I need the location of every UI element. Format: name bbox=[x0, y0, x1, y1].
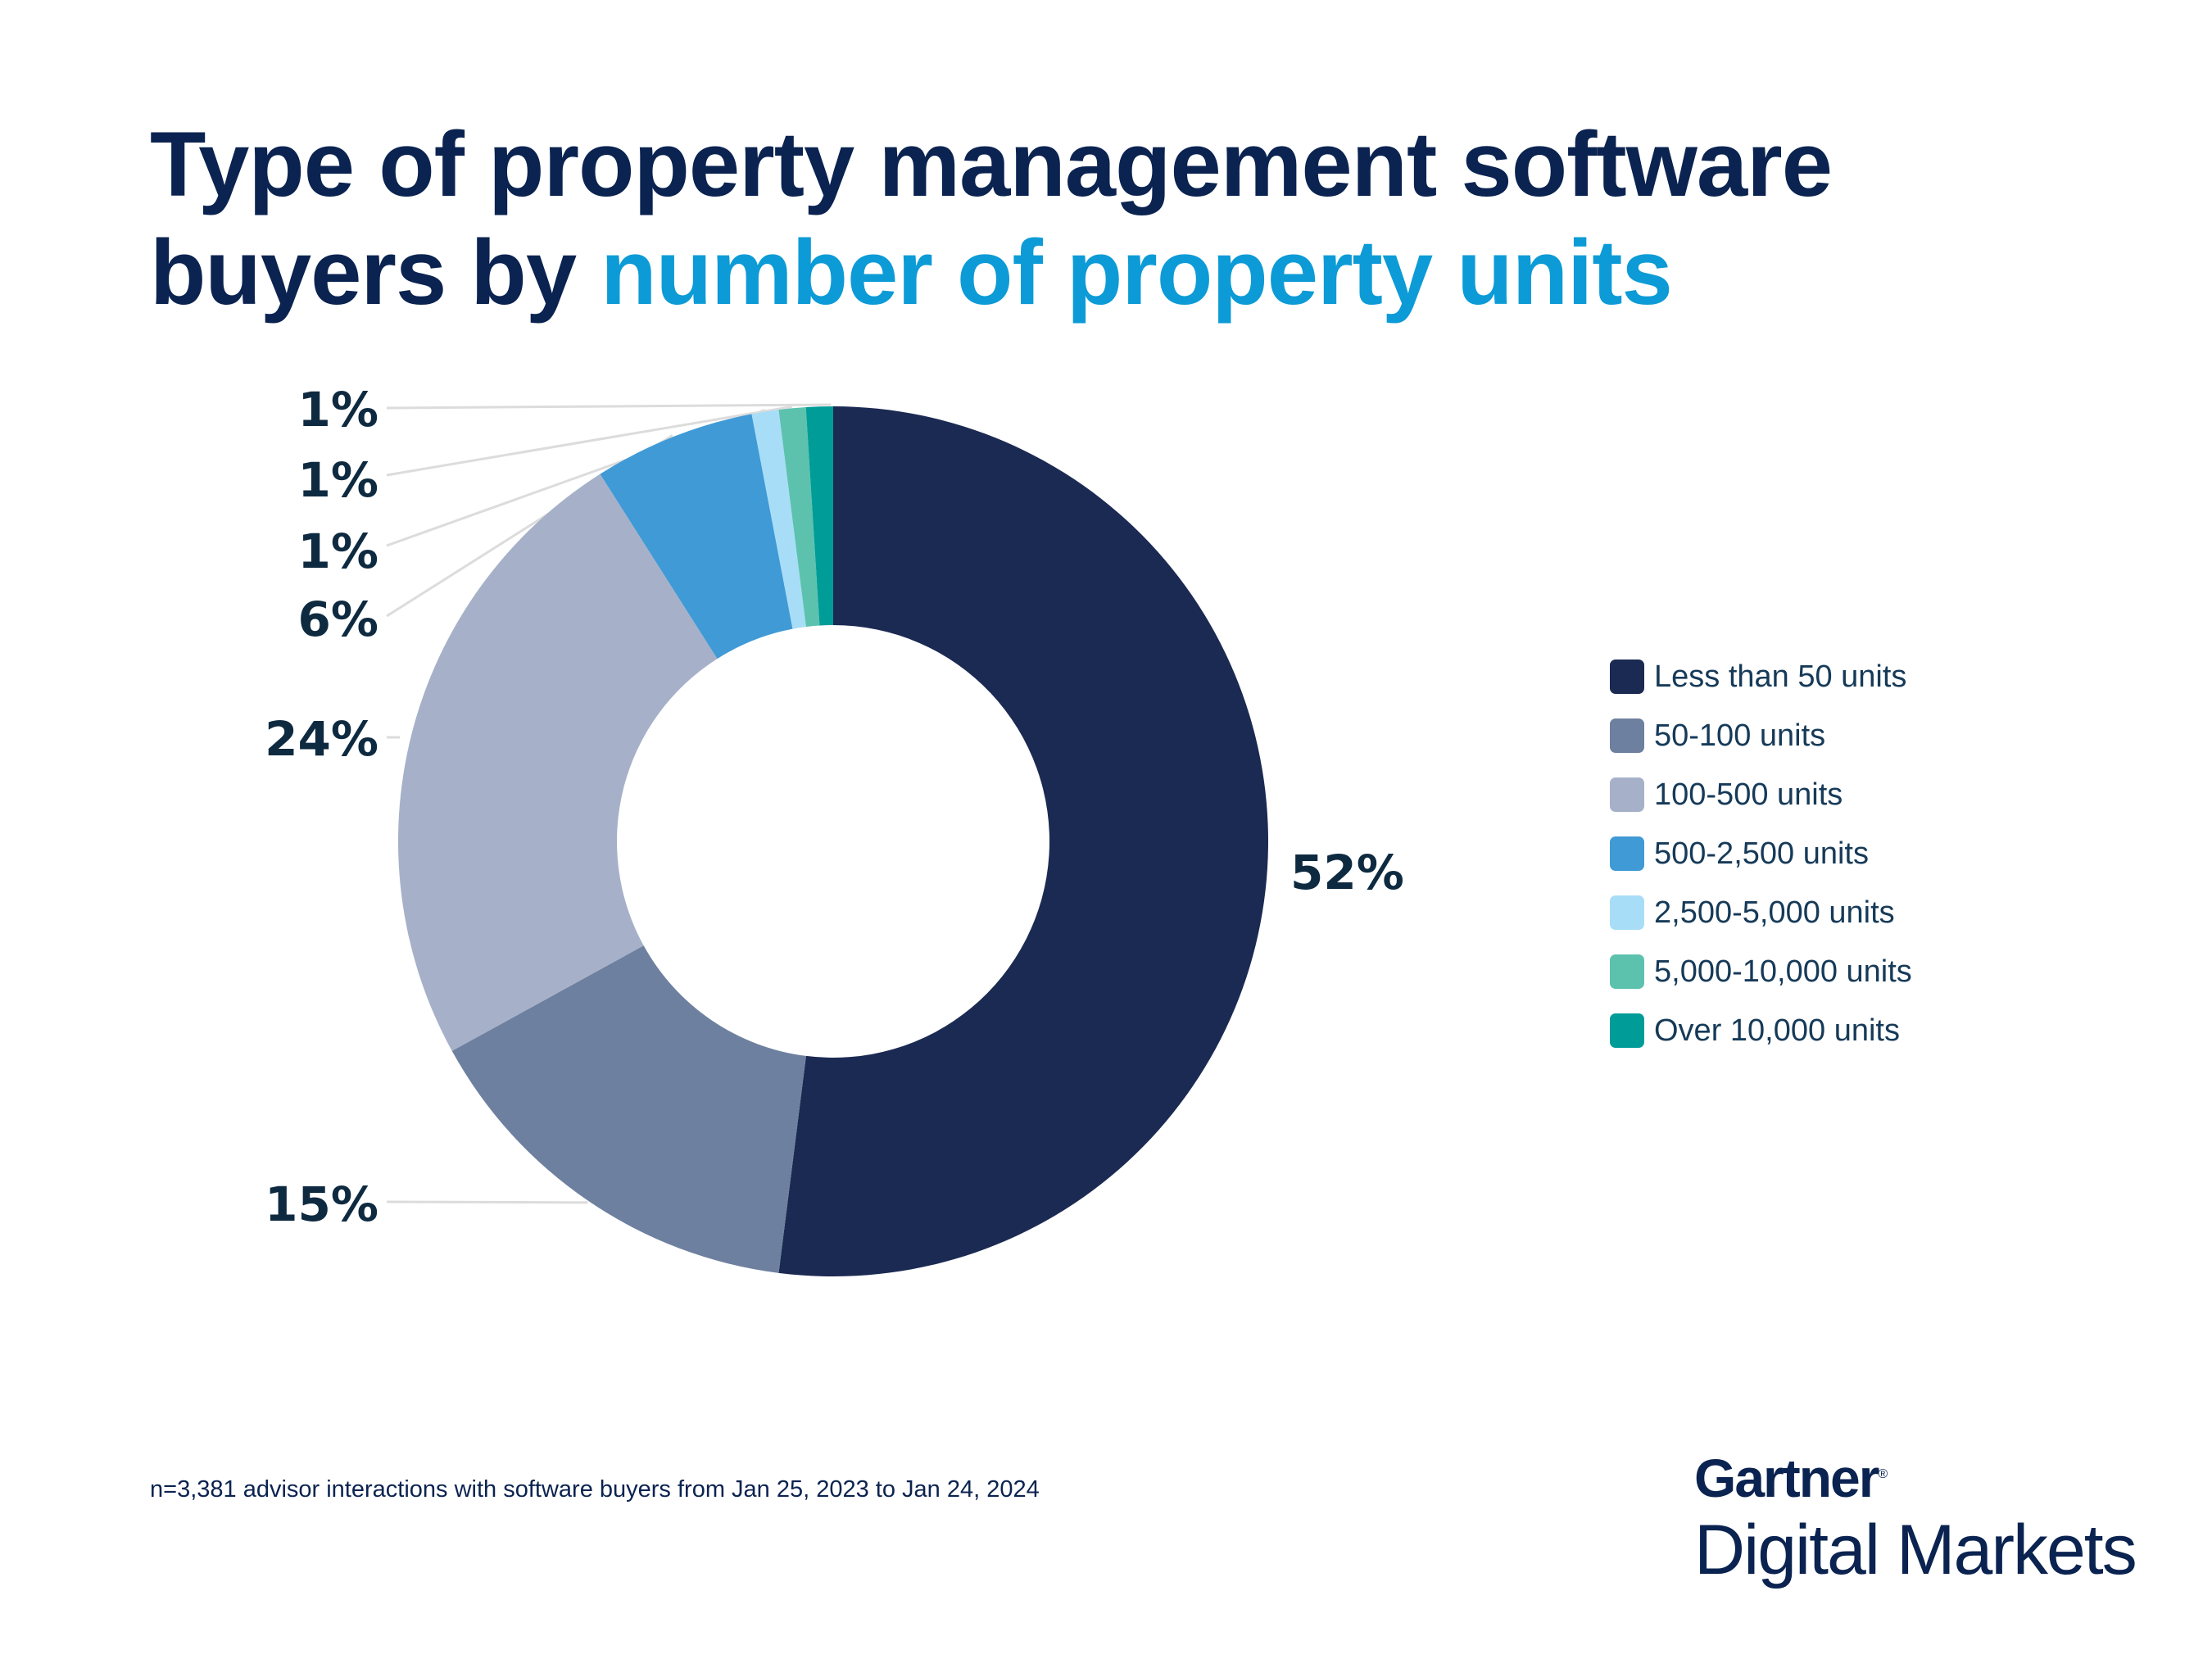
brand-name: Gartner bbox=[1694, 1448, 1879, 1508]
legend-item: 50-100 units bbox=[1610, 706, 1912, 765]
title-accent: number of property units bbox=[601, 221, 1673, 324]
legend-swatch bbox=[1610, 660, 1644, 694]
legend-item: 100-500 units bbox=[1610, 765, 1912, 824]
donut-slice bbox=[398, 474, 718, 1051]
title-line-1: Type of property management software bbox=[150, 113, 1833, 215]
title-line-2: buyers by number of property units bbox=[150, 219, 1832, 327]
leader-line bbox=[386, 403, 832, 410]
legend-swatch bbox=[1610, 777, 1644, 812]
legend-swatch bbox=[1610, 1013, 1644, 1048]
leader-line bbox=[386, 1200, 588, 1204]
legend-label: 100-500 units bbox=[1654, 777, 1843, 812]
data-label: 52% bbox=[1290, 845, 1404, 900]
legend-swatch bbox=[1610, 836, 1644, 871]
data-label: 24% bbox=[265, 711, 378, 767]
legend-label: 5,000-10,000 units bbox=[1654, 954, 1912, 989]
legend-swatch bbox=[1610, 895, 1644, 930]
data-label: 1% bbox=[298, 382, 378, 437]
legend-swatch bbox=[1610, 718, 1644, 753]
donut-slice bbox=[805, 406, 833, 626]
brand-sub: Digital Markets bbox=[1694, 1511, 2137, 1589]
donut-slice bbox=[751, 410, 806, 629]
legend-item: Over 10,000 units bbox=[1610, 1001, 1912, 1060]
footnote: n=3,381 advisor interactions with softwa… bbox=[150, 1476, 1040, 1503]
leader-line bbox=[386, 405, 793, 477]
legend-label: 50-100 units bbox=[1654, 718, 1826, 753]
gartner-logo: Gartner® Digital Markets bbox=[1694, 1442, 2137, 1589]
data-label: 15% bbox=[265, 1176, 378, 1232]
data-label: 6% bbox=[298, 592, 378, 647]
donut-slice bbox=[778, 406, 1269, 1276]
brand-mark: ® bbox=[1878, 1467, 1888, 1481]
donut-slice bbox=[778, 407, 820, 628]
donut-slice bbox=[451, 945, 806, 1273]
title-text: buyers by bbox=[150, 221, 601, 324]
legend-item: 2,500-5,000 units bbox=[1610, 883, 1912, 942]
legend-swatch bbox=[1610, 954, 1644, 989]
legend-label: Over 10,000 units bbox=[1654, 1013, 1900, 1048]
legend-label: 500-2,500 units bbox=[1654, 836, 1869, 871]
legend-item: 500-2,500 units bbox=[1610, 824, 1912, 883]
legend: Less than 50 units 50-100 units 100-500 un… bbox=[1610, 647, 1912, 1060]
legend-label: Less than 50 units bbox=[1654, 659, 1907, 694]
chart-title: Type of property management software buy… bbox=[150, 111, 1833, 327]
legend-label: 2,500-5,000 units bbox=[1654, 895, 1895, 930]
legend-item: Less than 50 units bbox=[1610, 647, 1912, 706]
donut-slice bbox=[600, 414, 793, 660]
data-label: 1% bbox=[298, 452, 378, 508]
legend-item: 5,000-10,000 units bbox=[1610, 942, 1912, 1001]
data-label: 1% bbox=[298, 524, 378, 579]
